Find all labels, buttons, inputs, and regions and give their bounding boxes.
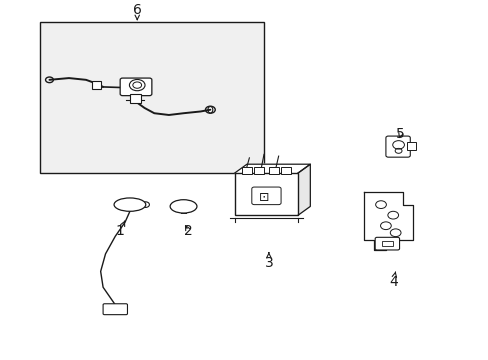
- Text: 3: 3: [264, 253, 273, 270]
- Text: ⊡: ⊡: [258, 191, 269, 204]
- Bar: [40, 22, 264, 173]
- Text: 1: 1: [116, 221, 124, 238]
- Polygon shape: [298, 164, 310, 215]
- Bar: [381, 241, 392, 246]
- Text: 4: 4: [388, 272, 397, 289]
- Polygon shape: [363, 192, 412, 250]
- Bar: [92, 81, 101, 89]
- Text: 5: 5: [395, 127, 404, 141]
- Bar: [406, 143, 415, 150]
- FancyBboxPatch shape: [374, 237, 399, 250]
- Ellipse shape: [207, 107, 212, 113]
- Text: 6: 6: [133, 3, 142, 17]
- Ellipse shape: [114, 198, 145, 211]
- Bar: [234, 173, 298, 215]
- FancyBboxPatch shape: [385, 136, 409, 157]
- FancyBboxPatch shape: [103, 304, 127, 315]
- Bar: [281, 167, 290, 174]
- Bar: [130, 94, 141, 103]
- FancyBboxPatch shape: [251, 187, 281, 204]
- Bar: [242, 167, 251, 174]
- Bar: [254, 167, 264, 174]
- Text: 2: 2: [183, 224, 192, 238]
- Ellipse shape: [170, 200, 197, 213]
- Polygon shape: [234, 164, 310, 173]
- FancyBboxPatch shape: [120, 78, 152, 96]
- Bar: [268, 167, 278, 174]
